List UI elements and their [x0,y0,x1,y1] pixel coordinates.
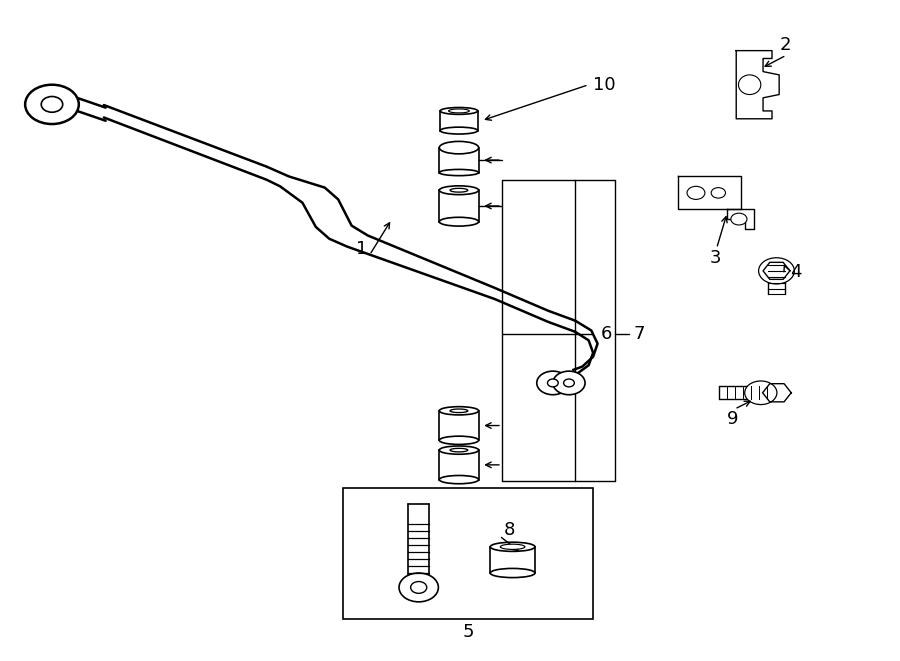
Text: 6: 6 [600,325,612,343]
Bar [439,450,479,480]
Ellipse shape [491,568,535,578]
Ellipse shape [450,409,468,412]
Bar [491,547,535,573]
Ellipse shape [439,475,479,484]
Text: 5: 5 [462,623,473,641]
Text: 2: 2 [779,36,791,54]
Bar [439,147,479,173]
Bar [439,410,479,440]
Circle shape [759,258,795,284]
Text: 4: 4 [790,262,801,280]
Text: 8: 8 [504,522,515,539]
Text: 1: 1 [356,239,367,258]
Circle shape [687,186,705,200]
Polygon shape [736,51,779,119]
Circle shape [536,371,569,395]
Polygon shape [727,210,754,229]
Ellipse shape [450,188,468,192]
Circle shape [25,85,79,124]
Text: 9: 9 [727,410,739,428]
Polygon shape [678,176,741,210]
Text: 7: 7 [634,325,645,343]
Ellipse shape [739,75,760,95]
Ellipse shape [500,544,525,549]
Ellipse shape [439,407,479,415]
Circle shape [563,379,574,387]
Ellipse shape [439,436,479,444]
Ellipse shape [450,448,468,452]
Text: 10: 10 [593,76,616,94]
Bar [439,190,479,221]
Ellipse shape [439,141,479,154]
Ellipse shape [439,217,479,226]
Circle shape [553,371,585,395]
Ellipse shape [491,542,535,551]
Bar [440,111,478,131]
Polygon shape [763,262,790,280]
Bar [343,488,593,619]
Circle shape [399,573,438,602]
Ellipse shape [440,127,478,134]
Circle shape [547,379,558,387]
Ellipse shape [440,108,478,114]
Polygon shape [762,383,791,402]
Circle shape [731,214,747,225]
Circle shape [41,97,63,112]
Ellipse shape [448,109,469,113]
Circle shape [744,381,777,405]
Circle shape [410,582,427,594]
Ellipse shape [439,169,479,176]
Text: 3: 3 [709,249,721,268]
Ellipse shape [439,446,479,454]
Circle shape [711,188,725,198]
Ellipse shape [439,186,479,194]
